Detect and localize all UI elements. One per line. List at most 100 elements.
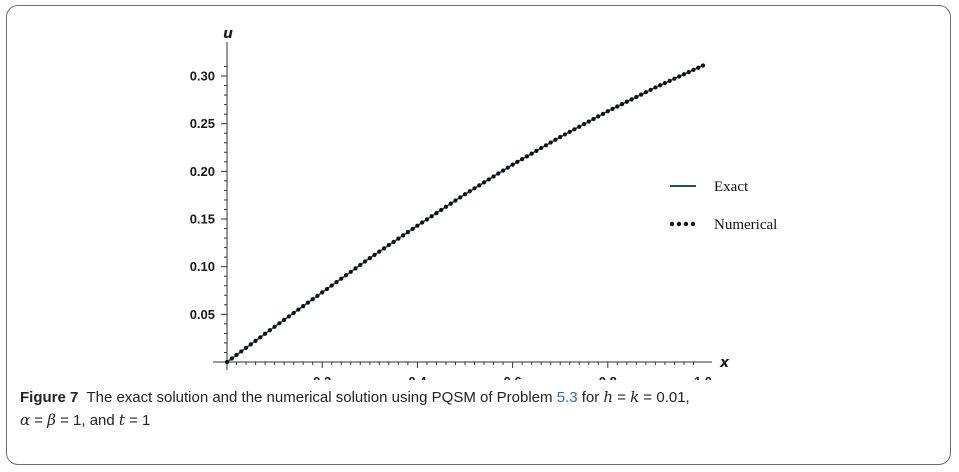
legend-dot	[683, 221, 689, 227]
caption-eq-3: =	[30, 412, 48, 429]
numerical-point	[681, 72, 687, 77]
numerical-point	[234, 352, 239, 358]
numerical-point	[286, 314, 291, 319]
legend-numerical-label: Numerical	[714, 217, 777, 233]
numerical-point	[267, 328, 272, 333]
numerical-point	[677, 74, 682, 79]
tick-marks	[221, 65, 694, 368]
numerical-point	[467, 189, 472, 194]
numerical-point	[548, 140, 553, 145]
figure-chart: 0.20.40.60.81.00.050.100.150.200.250.30 …	[190, 26, 778, 381]
y-axis-label: u	[223, 26, 233, 42]
x-tick-label: 0.8	[599, 374, 617, 380]
numerical-point	[529, 151, 534, 156]
numerical-point	[324, 286, 330, 292]
numerical-point	[391, 239, 396, 244]
numerical-point	[615, 104, 620, 109]
x-tick-label: 0.2	[313, 374, 331, 380]
var-k: k	[630, 388, 640, 406]
numerical-point	[600, 111, 606, 116]
numerical-point	[305, 300, 311, 305]
numerical-point	[543, 143, 549, 148]
numerical-point	[396, 236, 401, 241]
numerical-point	[410, 226, 415, 232]
numerical-point	[524, 154, 529, 159]
y-tick-label: 0.25	[190, 116, 215, 131]
numerical-point	[429, 214, 434, 219]
numerical-point	[248, 342, 253, 347]
caption-text-1: The exact solution and the numerical sol…	[86, 389, 557, 406]
numerical-point	[591, 116, 596, 122]
numerical-point	[691, 67, 696, 72]
numerical-point	[515, 159, 520, 164]
var-alpha: α	[20, 411, 31, 429]
numerical-point	[424, 217, 430, 222]
x-tick-label: 0.4	[408, 374, 427, 380]
caption-eq-1: =	[613, 389, 631, 406]
numerical-point	[472, 186, 477, 191]
numerical-point	[596, 114, 601, 119]
numerical-point	[334, 280, 339, 285]
numerical-point	[367, 255, 372, 261]
numerical-point	[405, 230, 410, 235]
y-tick-label: 0.20	[190, 164, 215, 179]
numerical-point	[605, 109, 610, 114]
caption-text-2: for	[577, 389, 604, 406]
numerical-point	[629, 97, 634, 102]
numerical-point	[572, 127, 577, 132]
numerical-point	[672, 76, 677, 81]
problem-reference-link[interactable]: 5.3	[556, 389, 578, 406]
numerical-point	[486, 177, 491, 182]
numerical-point	[567, 129, 572, 134]
numerical-point	[343, 273, 349, 278]
numerical-point	[634, 94, 639, 100]
numerical-point	[296, 307, 301, 312]
numerical-point	[339, 276, 344, 281]
numerical-point	[229, 356, 234, 361]
tick-labels: 0.2 0.4 0.6 0.8 1.0 0.05 0.10 0.15 0.20 0.25 0.30	[190, 69, 712, 381]
legend-exact-label: Exact	[714, 179, 749, 195]
numerical-point	[577, 124, 582, 129]
numerical-point	[491, 174, 496, 179]
numerical-point	[353, 266, 358, 271]
numerical-point	[496, 171, 501, 176]
caption-eq-4: = 1, and	[55, 412, 119, 429]
figure-frame	[6, 5, 951, 465]
numerical-point	[458, 195, 463, 200]
numerical-point	[553, 137, 558, 142]
numerical-point	[262, 331, 268, 336]
var-beta: β	[47, 411, 56, 429]
numerical-point	[377, 249, 382, 254]
numerical-point	[581, 122, 587, 127]
series-exact-line	[226, 64, 704, 363]
numerical-point	[520, 157, 525, 162]
numerical-point	[277, 321, 282, 326]
numerical-point	[639, 92, 644, 97]
numerical-point	[658, 83, 663, 88]
x-tick-label: 1.0	[694, 374, 712, 380]
x-tick-label: 0.6	[504, 374, 522, 380]
numerical-point	[462, 192, 468, 197]
numerical-point	[348, 269, 353, 274]
var-t: t	[118, 411, 125, 429]
axes-group	[213, 42, 712, 370]
numerical-point	[624, 99, 629, 104]
legend: Exact Numerical	[669, 179, 777, 233]
numerical-point	[372, 252, 377, 257]
numerical-point	[619, 102, 625, 107]
y-tick-label: 0.15	[190, 212, 215, 227]
numerical-point	[500, 168, 506, 173]
x-axis-label: x	[719, 355, 730, 371]
numerical-point	[243, 345, 249, 350]
series-numerical-points	[224, 63, 706, 365]
numerical-point	[291, 310, 296, 316]
numerical-point	[253, 338, 258, 343]
numerical-point	[539, 145, 544, 151]
var-h: h	[603, 388, 614, 406]
numerical-point	[481, 180, 487, 185]
numerical-point	[453, 198, 458, 203]
numerical-point	[362, 259, 368, 264]
legend-dot	[690, 221, 696, 227]
caption-eq-2: = 0.01,	[639, 389, 690, 406]
numerical-point	[648, 87, 653, 92]
